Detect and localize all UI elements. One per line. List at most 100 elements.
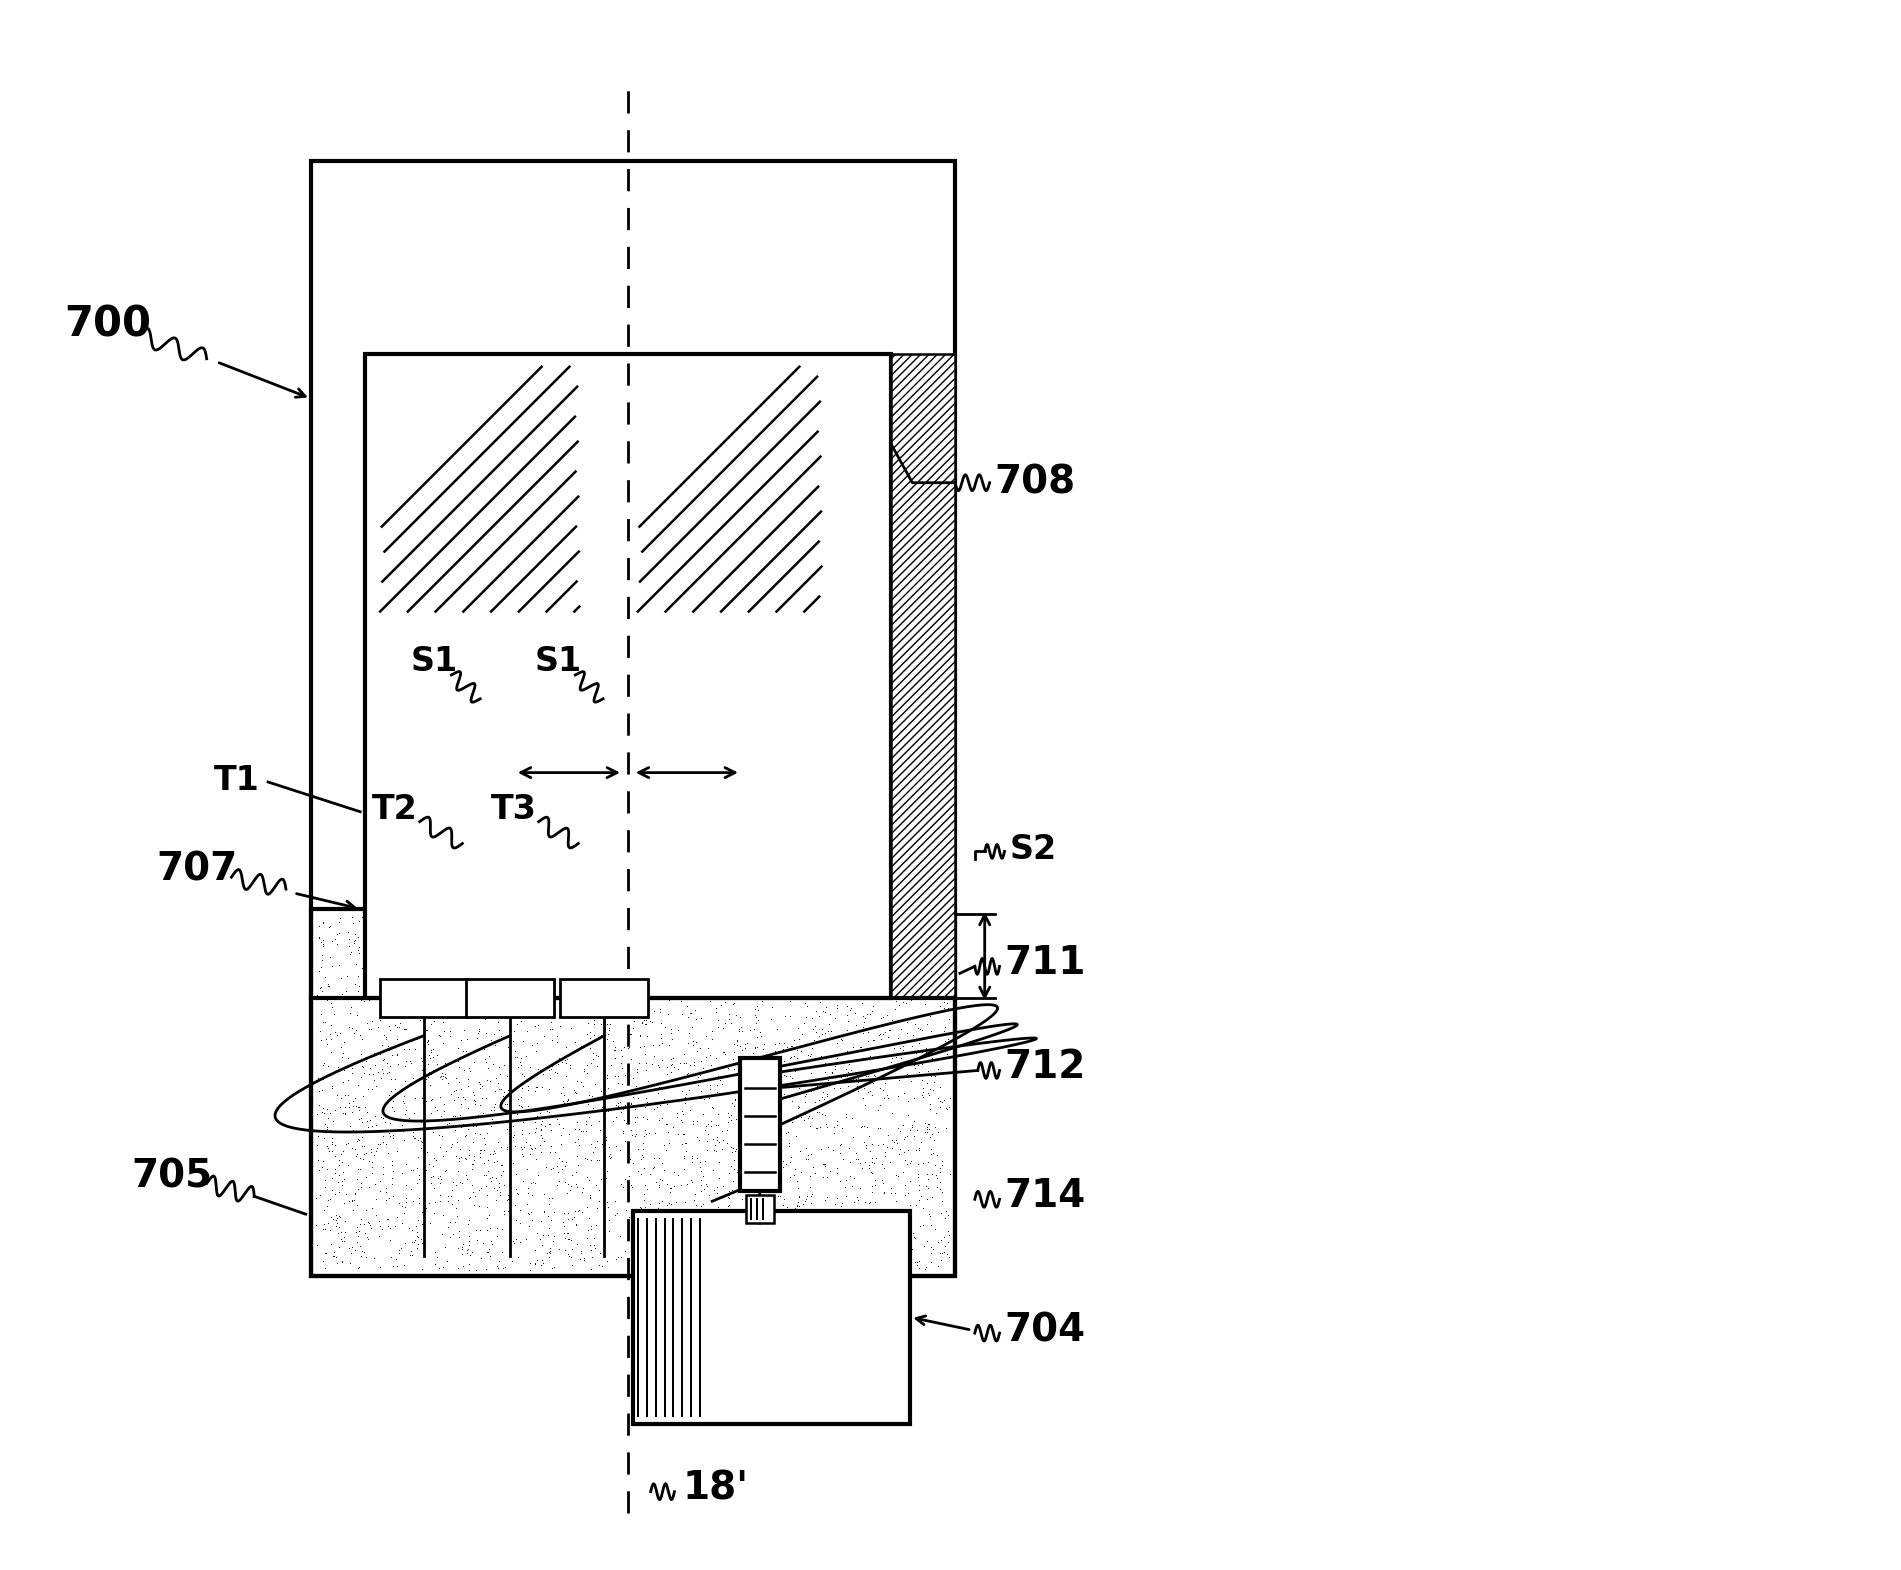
- Point: [922, 1253, 952, 1278]
- Point: [485, 1171, 515, 1196]
- Point: [447, 1038, 477, 1063]
- Point: [762, 1080, 793, 1105]
- Point: [498, 989, 528, 1014]
- Point: [696, 1108, 726, 1134]
- Point: [504, 959, 534, 984]
- Point: [321, 1210, 352, 1236]
- Point: [873, 1203, 903, 1228]
- Point: [873, 955, 903, 980]
- Point: [758, 1121, 789, 1146]
- Point: [675, 1168, 705, 1193]
- Point: [557, 1236, 587, 1261]
- Point: [519, 969, 549, 994]
- Point: [880, 988, 911, 1013]
- Point: [587, 1254, 618, 1280]
- Point: [580, 1022, 610, 1047]
- Point: [582, 1173, 612, 1198]
- Point: [576, 1132, 606, 1157]
- Point: [728, 1176, 758, 1201]
- Point: [703, 912, 734, 937]
- Point: [521, 907, 551, 933]
- Point: [800, 1240, 831, 1265]
- Point: [907, 1075, 937, 1101]
- Point: [515, 1134, 546, 1159]
- Point: [439, 1079, 470, 1104]
- Point: [614, 1163, 644, 1188]
- Point: [823, 995, 854, 1020]
- Point: [521, 951, 551, 977]
- Point: [724, 958, 755, 983]
- Point: [808, 945, 838, 970]
- Point: [926, 933, 956, 958]
- Point: [432, 1053, 462, 1079]
- Point: [458, 1148, 489, 1173]
- Point: [517, 969, 547, 994]
- Point: [363, 1209, 394, 1234]
- Point: [789, 1188, 819, 1214]
- Point: [584, 1099, 614, 1124]
- Point: [719, 1148, 749, 1173]
- Point: [686, 1005, 717, 1030]
- Point: [816, 1002, 846, 1027]
- Point: [374, 1082, 405, 1107]
- Point: [376, 1042, 407, 1068]
- Point: [477, 1105, 508, 1130]
- Point: [489, 1159, 519, 1184]
- Point: [648, 1248, 679, 1273]
- Point: [553, 1220, 584, 1245]
- Point: [494, 956, 525, 981]
- Point: [336, 1060, 367, 1085]
- Point: [675, 912, 705, 937]
- Point: [452, 1074, 483, 1099]
- Point: [692, 1173, 722, 1198]
- Point: [346, 1170, 376, 1195]
- Point: [310, 964, 340, 989]
- Point: [451, 1146, 481, 1171]
- Point: [432, 1064, 462, 1090]
- Point: [722, 1019, 753, 1044]
- Point: [741, 1052, 772, 1077]
- Point: [679, 1228, 709, 1253]
- Point: [489, 1173, 519, 1198]
- Point: [574, 903, 605, 928]
- Point: [724, 1033, 755, 1058]
- Point: [365, 1168, 395, 1193]
- Point: [643, 1094, 673, 1119]
- Point: [873, 1083, 903, 1108]
- Point: [338, 1020, 369, 1046]
- Point: [933, 1203, 964, 1228]
- Point: [304, 925, 335, 950]
- Point: [865, 1116, 895, 1141]
- Point: [804, 1088, 835, 1113]
- Point: [633, 929, 663, 955]
- Point: [857, 1236, 888, 1261]
- Point: [348, 1083, 378, 1108]
- Point: [517, 1033, 547, 1058]
- Point: [542, 1173, 572, 1198]
- Point: [593, 1020, 624, 1046]
- Point: [679, 1108, 709, 1134]
- Point: [578, 909, 608, 934]
- Point: [574, 1232, 605, 1258]
- Point: [732, 1184, 762, 1209]
- Point: [475, 1028, 506, 1053]
- Point: [544, 1112, 574, 1137]
- Point: [671, 958, 701, 983]
- Point: [616, 955, 646, 980]
- Point: [500, 1192, 530, 1217]
- Point: [586, 1167, 616, 1192]
- Point: [808, 1223, 838, 1248]
- Point: [536, 1239, 566, 1264]
- Point: [561, 994, 591, 1019]
- Point: [831, 1102, 861, 1127]
- Point: [783, 1254, 814, 1280]
- Point: [743, 997, 774, 1022]
- Point: [911, 964, 941, 989]
- Point: [795, 1113, 825, 1138]
- Point: [895, 972, 926, 997]
- Point: [781, 1105, 812, 1130]
- Point: [620, 964, 650, 989]
- Point: [629, 1187, 660, 1212]
- Point: [690, 1113, 720, 1138]
- Point: [576, 970, 606, 995]
